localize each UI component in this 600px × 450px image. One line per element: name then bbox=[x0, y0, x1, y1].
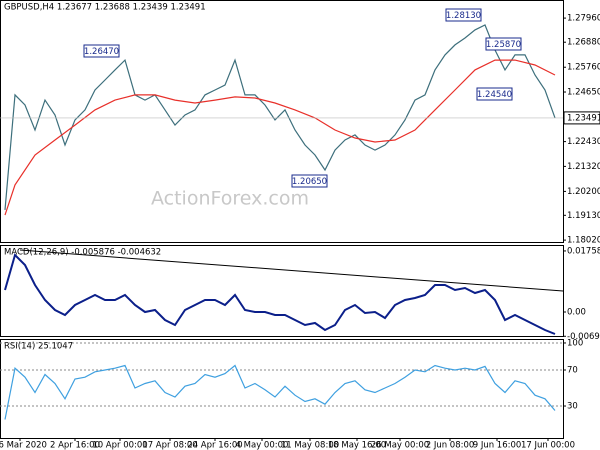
annotation-box bbox=[291, 174, 328, 188]
rsi-title: RSI(14) 25.1047 bbox=[4, 342, 73, 352]
y-tick-label: 1.24650 bbox=[567, 88, 600, 98]
y-tick-label: 1.25760 bbox=[567, 63, 600, 73]
y-tick-label: 0.00 bbox=[567, 308, 586, 318]
series-line bbox=[4, 253, 556, 335]
current-price: 1.23491 bbox=[567, 113, 600, 123]
annotation-box bbox=[445, 8, 482, 22]
y-tick-label: 0.017585 bbox=[567, 246, 600, 256]
x-tick-label: 2 Apr 16:00 bbox=[50, 441, 100, 450]
x-tick-label: 26 Mar 2020 bbox=[0, 441, 47, 450]
y-tick-label: 1.21320 bbox=[567, 162, 600, 172]
y-tick-label: 1.27960 bbox=[567, 14, 600, 24]
annotation: 1.20650 bbox=[292, 177, 327, 187]
y-tick-label: 1.22430 bbox=[567, 137, 600, 147]
y-tick-label: 100 bbox=[567, 338, 583, 348]
x-tick-label: 17 Apr 08:00 bbox=[142, 441, 197, 450]
y-tick-label: 70 bbox=[567, 365, 578, 375]
annotation: 1.25870 bbox=[486, 40, 521, 50]
annotation: 1.26470 bbox=[84, 47, 119, 57]
x-tick-label: 10 Apr 00:00 bbox=[92, 441, 147, 450]
annotation: 1.24540 bbox=[477, 90, 512, 100]
annotation-box bbox=[476, 87, 513, 101]
trendline bbox=[19, 249, 564, 292]
x-tick-label: 18 May 16:00 bbox=[328, 441, 386, 450]
y-tick-label: -0.006993 bbox=[567, 332, 600, 342]
x-tick-label: 11 May 08:00 bbox=[281, 441, 339, 450]
x-tick-label: 9 Jun 16:00 bbox=[473, 441, 522, 450]
macd-panel bbox=[0, 245, 564, 337]
annotation-box bbox=[83, 44, 120, 58]
chart-title: GBPUSD,H4 1.23677 1.23688 1.23439 1.2349… bbox=[4, 3, 206, 13]
series-line bbox=[4, 364, 556, 420]
x-tick-label: 17 Jun 00:00 bbox=[521, 441, 575, 450]
x-tick-label: 2 Jun 08:00 bbox=[426, 441, 475, 450]
x-tick-label: 4 May 00:00 bbox=[236, 441, 289, 450]
series-line bbox=[4, 24, 556, 210]
y-tick-label: 1.18020 bbox=[567, 236, 600, 246]
y-tick-label: 1.20200 bbox=[567, 187, 600, 197]
y-tick-label: 30 bbox=[567, 402, 578, 412]
y-tick-label: 1.26880 bbox=[567, 38, 600, 48]
price-box bbox=[563, 111, 600, 125]
x-tick-label: 24 Apr 16:00 bbox=[187, 441, 242, 450]
series-line bbox=[4, 59, 556, 216]
watermark: ActionForex.com bbox=[151, 188, 309, 210]
rsi-panel bbox=[0, 339, 564, 439]
y-tick-label: 1.19130 bbox=[567, 211, 600, 221]
annotation-box bbox=[485, 37, 522, 51]
annotation: 1.28130 bbox=[446, 11, 481, 21]
macd-title: MACD(12,26,9) -0.005876 -0.004632 bbox=[4, 248, 161, 258]
x-tick-label: 26 May 00:00 bbox=[371, 441, 429, 450]
